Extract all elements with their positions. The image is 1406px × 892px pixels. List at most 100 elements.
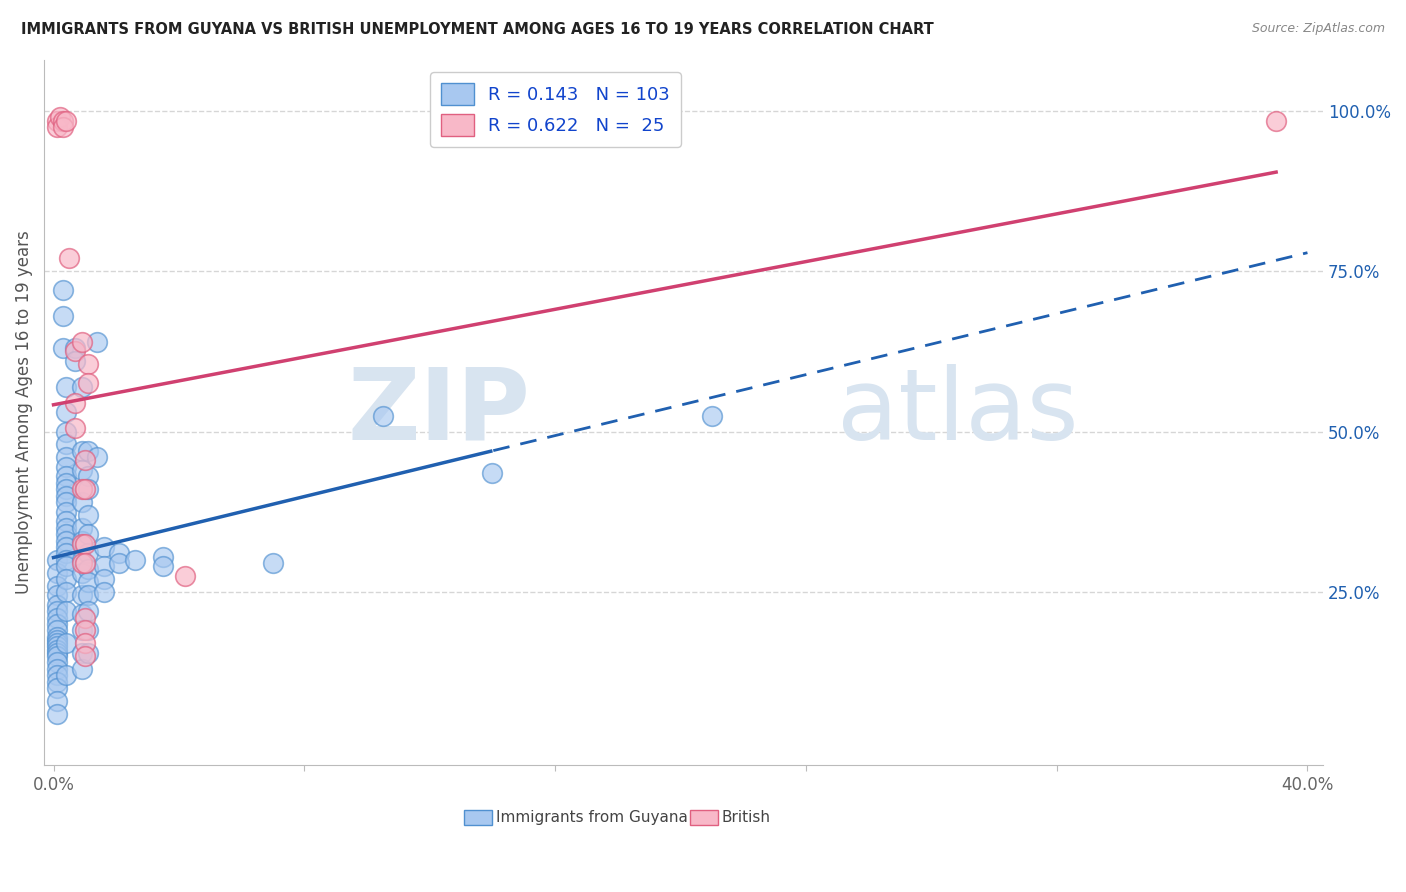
Point: [52, 120, 75, 134]
Point: [45, 662, 67, 676]
Point: [45, 578, 67, 592]
Point: [70, 463, 93, 477]
Point: [77, 562, 100, 576]
Point: [174, 569, 197, 583]
Point: [70, 443, 93, 458]
Point: [77, 357, 100, 371]
Point: [371, 409, 394, 423]
Point: [45, 113, 67, 128]
Point: [70, 533, 93, 548]
Point: [52, 113, 75, 128]
Point: [55, 450, 77, 465]
Point: [73, 483, 96, 497]
Point: [108, 556, 131, 570]
Point: [73, 537, 96, 551]
Point: [77, 575, 100, 590]
Point: [152, 559, 174, 574]
Point: [108, 546, 131, 560]
Point: [65, 354, 87, 368]
Point: [55, 585, 77, 599]
Point: [77, 624, 100, 638]
Point: [45, 668, 67, 682]
Point: [45, 630, 67, 644]
Point: [77, 376, 100, 391]
Point: [55, 475, 77, 490]
Point: [77, 443, 100, 458]
Point: [45, 566, 67, 580]
Point: [55, 459, 77, 474]
Point: [73, 624, 96, 638]
Point: [45, 646, 67, 660]
Point: [77, 483, 100, 497]
Point: [86, 334, 108, 349]
Point: [65, 341, 87, 355]
Text: Immigrants from Guyana: Immigrants from Guyana: [495, 810, 688, 825]
Point: [70, 662, 93, 676]
Point: [55, 489, 77, 503]
Point: [70, 553, 93, 567]
Point: [45, 674, 67, 689]
Point: [77, 546, 100, 560]
Text: Source: ZipAtlas.com: Source: ZipAtlas.com: [1251, 22, 1385, 36]
Point: [77, 469, 100, 483]
Point: [55, 533, 77, 548]
Point: [70, 556, 93, 570]
Point: [124, 553, 146, 567]
Point: [55, 540, 77, 554]
Point: [55, 527, 77, 541]
Point: [55, 113, 77, 128]
Point: [152, 549, 174, 564]
Point: [65, 344, 87, 359]
Point: [262, 556, 284, 570]
Point: [55, 515, 77, 529]
Point: [45, 681, 67, 695]
Point: [70, 588, 93, 602]
Point: [45, 120, 67, 134]
Text: British: British: [723, 810, 770, 825]
Point: [93, 585, 115, 599]
Point: [70, 483, 93, 497]
Point: [73, 636, 96, 650]
Point: [77, 588, 100, 602]
Point: [77, 508, 100, 522]
Point: [55, 380, 77, 394]
Point: [77, 646, 100, 660]
Point: [86, 450, 108, 465]
Point: [45, 640, 67, 654]
Point: [55, 495, 77, 509]
Point: [45, 617, 67, 632]
Point: [45, 706, 67, 721]
Point: [52, 284, 75, 298]
Point: [70, 624, 93, 638]
Point: [70, 566, 93, 580]
Point: [70, 380, 93, 394]
Point: [70, 334, 93, 349]
Point: [55, 546, 77, 560]
Point: [55, 425, 77, 439]
Point: [70, 646, 93, 660]
Point: [55, 437, 77, 451]
Point: [73, 649, 96, 664]
Point: [65, 421, 87, 435]
Point: [70, 495, 93, 509]
Point: [45, 636, 67, 650]
Point: [70, 537, 93, 551]
Point: [45, 604, 67, 618]
Point: [93, 572, 115, 586]
Point: [45, 553, 67, 567]
Point: [73, 610, 96, 624]
Point: [45, 694, 67, 708]
Point: [77, 604, 100, 618]
Point: [55, 405, 77, 419]
Y-axis label: Unemployment Among Ages 16 to 19 years: Unemployment Among Ages 16 to 19 years: [15, 230, 32, 594]
Point: [52, 341, 75, 355]
Point: [55, 559, 77, 574]
Text: ZIP: ZIP: [347, 364, 530, 461]
Point: [70, 521, 93, 535]
Point: [45, 656, 67, 670]
Point: [55, 668, 77, 682]
Text: IMMIGRANTS FROM GUYANA VS BRITISH UNEMPLOYMENT AMONG AGES 16 TO 19 YEARS CORRELA: IMMIGRANTS FROM GUYANA VS BRITISH UNEMPL…: [21, 22, 934, 37]
FancyBboxPatch shape: [690, 810, 718, 825]
Point: [1265, 113, 1288, 128]
Point: [70, 607, 93, 622]
